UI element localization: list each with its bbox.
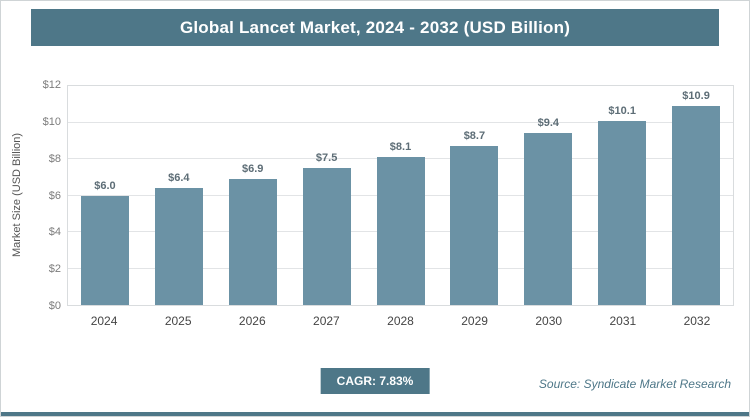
bar-2026 <box>228 179 277 305</box>
cagr-badge: CAGR: 7.83% <box>320 368 430 394</box>
bar-group-2025: $6.4 <box>142 86 216 305</box>
x-axis-label-2024: 2024 <box>90 314 118 328</box>
bar-2027 <box>302 168 351 305</box>
plot-area: $6.0 $6.4 $6.9 $7.5 $8.1 $8.7 $9.4 $10.1 $10.9 <box>67 85 734 306</box>
bar-value-label: $7.5 <box>315 152 338 165</box>
source-attribution: Source: Syndicate Market Research <box>538 377 731 391</box>
bar-group-2032: $10.9 <box>659 86 733 305</box>
bar-2032 <box>672 106 721 305</box>
x-axis-label-2026: 2026 <box>238 314 266 328</box>
x-axis-labels: 2024 2025 2026 2027 2028 2029 2030 2031 2032 <box>67 314 734 328</box>
y-axis-ticks: $0 $2 $4 $6 $8 $10 $12 <box>27 79 63 312</box>
x-axis-label-2028: 2028 <box>387 314 414 328</box>
bar-group-2031: $10.1 <box>585 86 659 305</box>
bar-2031 <box>598 120 647 305</box>
x-axis-label-2030: 2030 <box>535 314 563 328</box>
x-axis-label-2029: 2029 <box>461 314 488 328</box>
y-tick-label: $4 <box>48 226 61 239</box>
bar-value-label: $6.4 <box>168 172 190 185</box>
y-axis-title: Market Size (USD Billion) <box>11 132 23 258</box>
bar-group-2026: $6.9 <box>216 86 290 305</box>
bar-group-2028: $8.1 <box>364 86 438 305</box>
bars: $6.0 $6.4 $6.9 $7.5 $8.1 $8.7 $9.4 $10.1 $10.9 <box>68 86 733 305</box>
bar-value-label: $10.1 <box>608 104 636 117</box>
bar-group-2030: $9.4 <box>511 86 585 305</box>
x-axis-label-2027: 2027 <box>313 314 340 328</box>
y-tick-label: $12 <box>42 79 61 91</box>
bar-2028 <box>376 157 425 305</box>
bar-group-2024: $6.0 <box>68 86 142 305</box>
x-axis-label-2025: 2025 <box>164 314 192 328</box>
bar-value-label: $8.7 <box>463 130 486 143</box>
bar-value-label: $9.4 <box>537 117 559 130</box>
bar-group-2029: $8.7 <box>437 86 511 305</box>
x-axis-label-2032: 2032 <box>683 314 711 328</box>
chart-title-bar: Global Lancet Market, 2024 - 2032 (USD B… <box>31 9 719 46</box>
bar-value-label: $6.9 <box>242 163 264 176</box>
bar-2030 <box>524 133 573 305</box>
bar-group-2027: $7.5 <box>290 86 364 305</box>
bar-2025 <box>154 188 203 305</box>
bar-2024 <box>80 195 129 305</box>
y-tick-label: $6 <box>48 189 61 202</box>
bar-2029 <box>450 146 499 305</box>
y-tick-label: $10 <box>42 115 61 128</box>
bar-value-label: $6.0 <box>94 179 116 192</box>
y-tick-label: $8 <box>48 152 61 165</box>
gridline <box>68 121 733 123</box>
chart-title: Global Lancet Market, 2024 - 2032 (USD B… <box>179 17 571 37</box>
y-tick-label: $2 <box>48 263 61 276</box>
bar-value-label: $10.9 <box>682 90 710 103</box>
bar-value-label: $8.1 <box>389 141 412 154</box>
y-tick-label: $0 <box>48 300 61 312</box>
x-axis-label-2031: 2031 <box>609 314 637 328</box>
bottom-accent-bar <box>1 412 749 416</box>
